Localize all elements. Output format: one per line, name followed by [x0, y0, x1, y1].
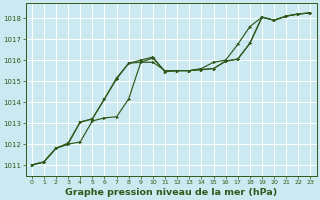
X-axis label: Graphe pression niveau de la mer (hPa): Graphe pression niveau de la mer (hPa): [65, 188, 277, 197]
